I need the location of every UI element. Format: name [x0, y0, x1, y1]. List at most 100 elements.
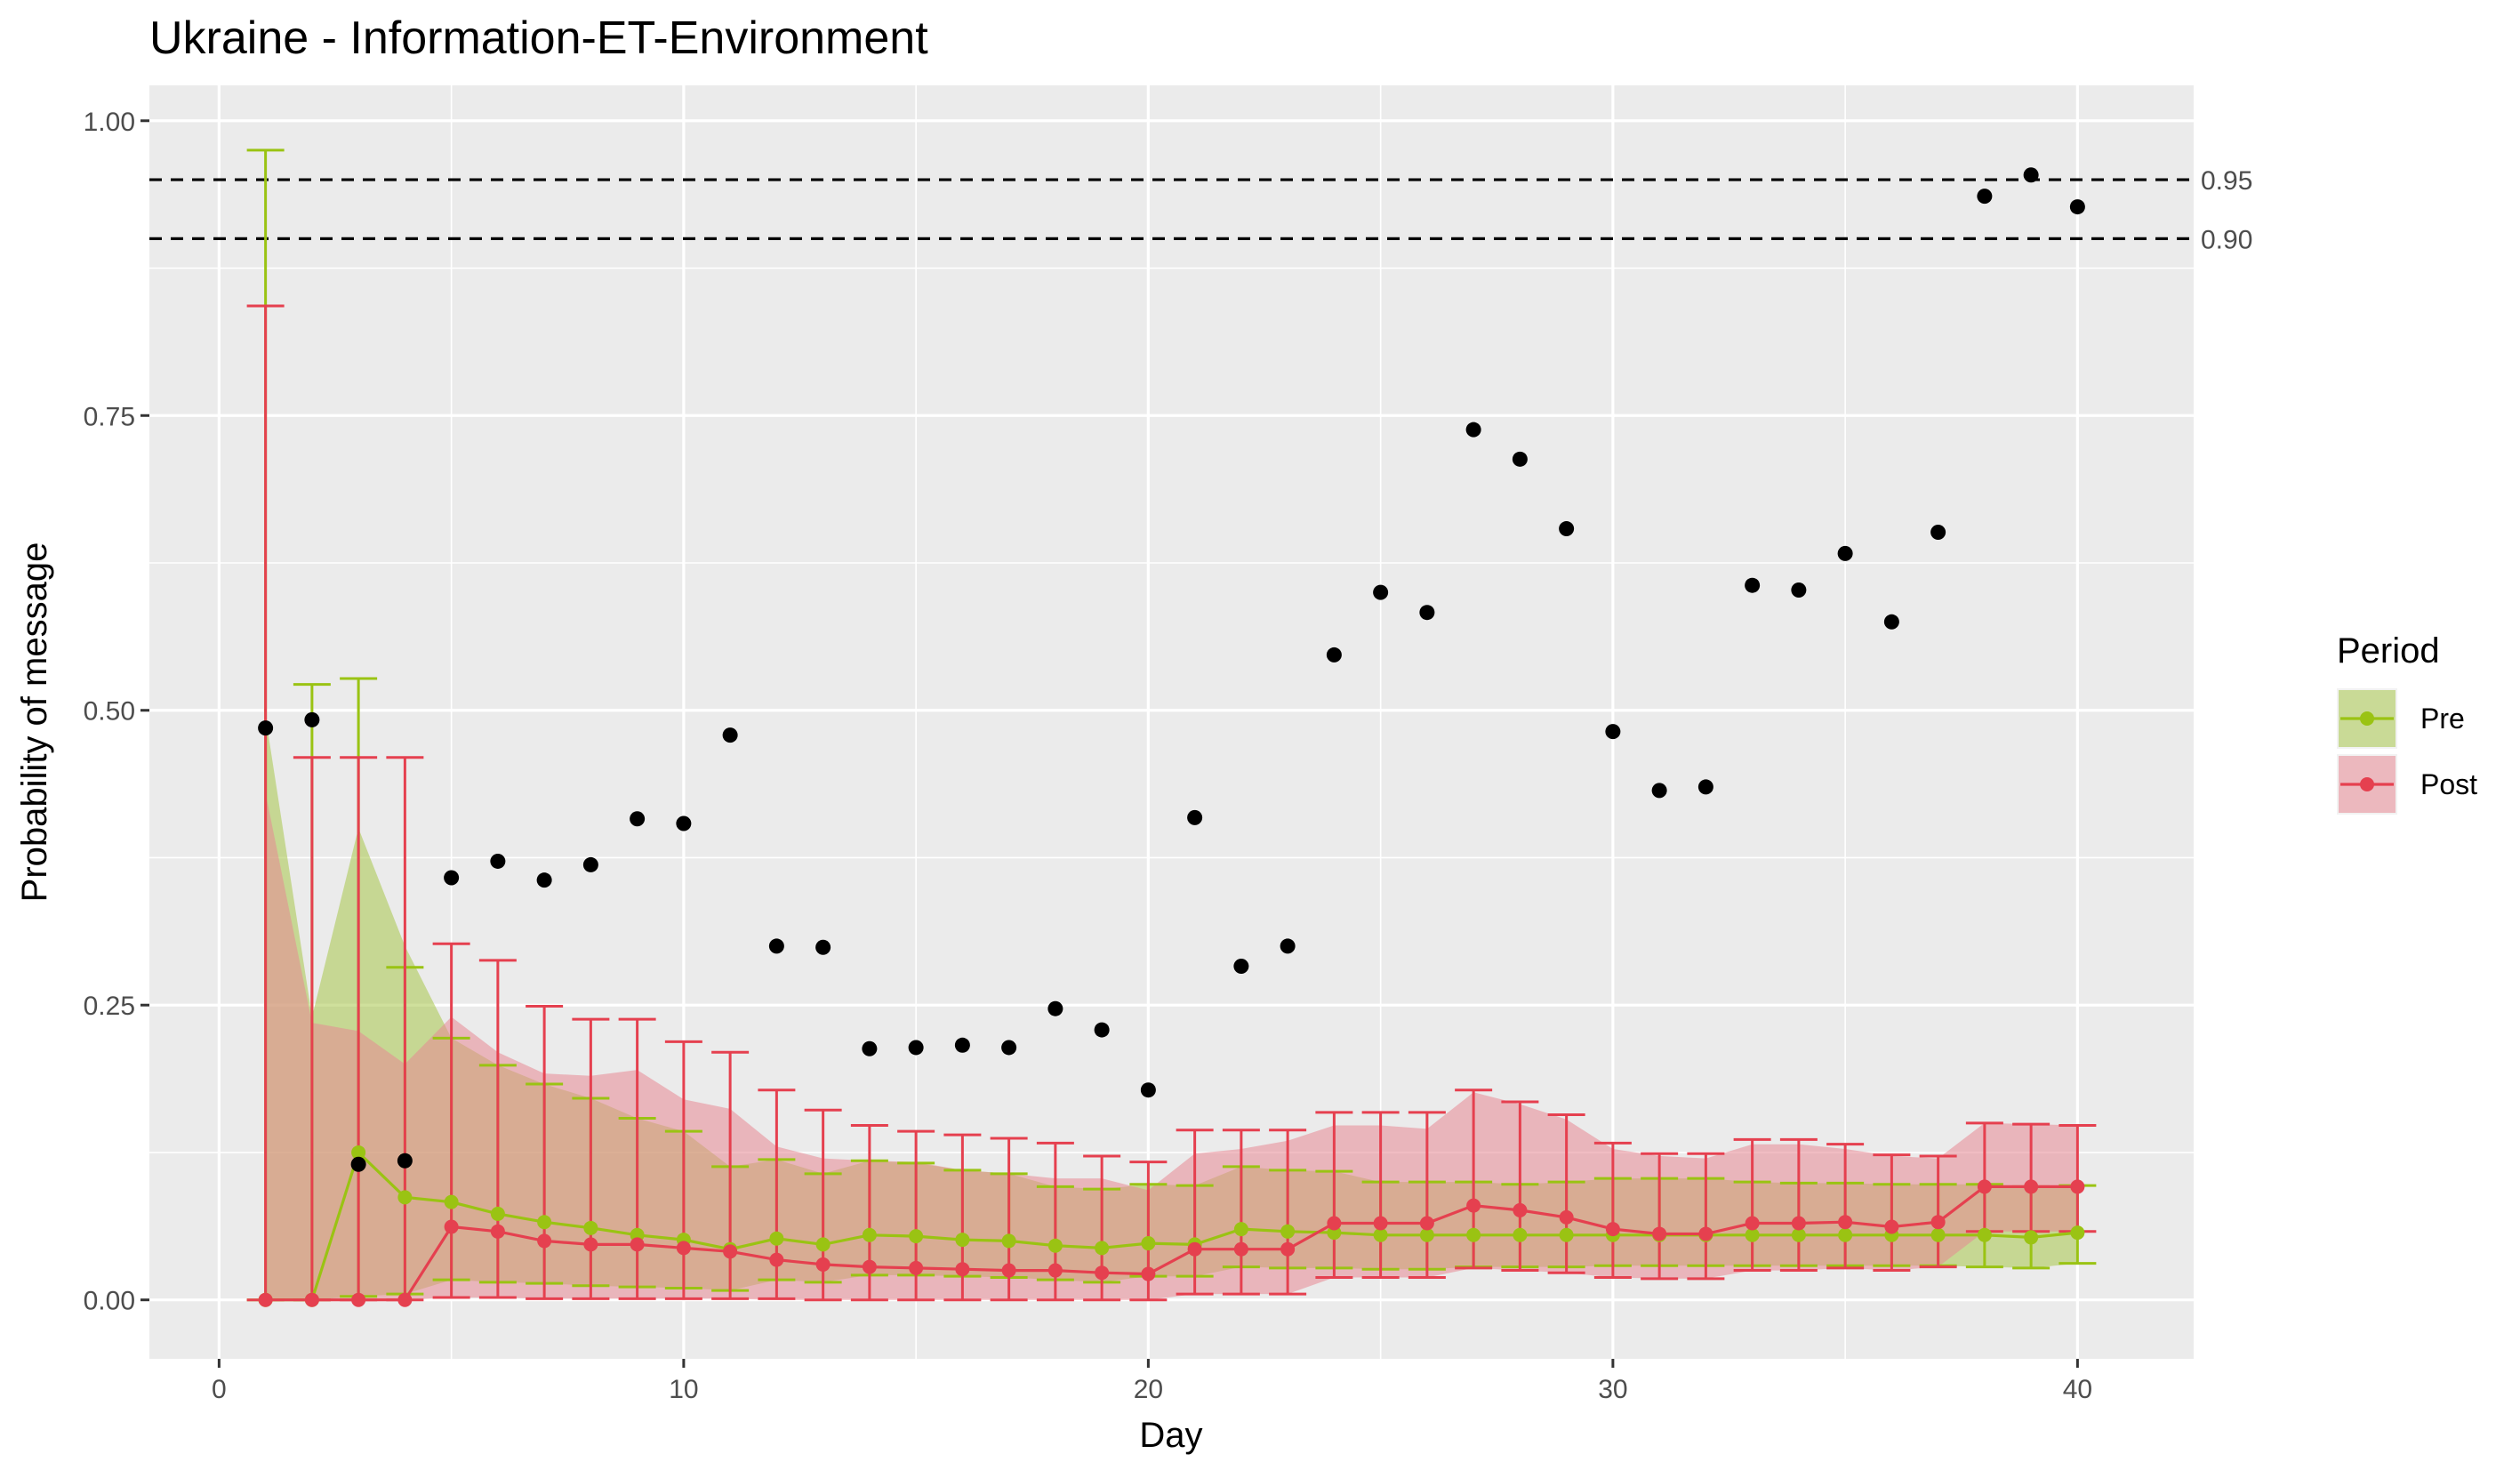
series-point-post	[351, 1292, 366, 1307]
observed-point	[1280, 938, 1296, 954]
observed-point	[258, 720, 274, 736]
x-tick-label: 0	[212, 1375, 227, 1404]
observed-point	[815, 939, 831, 955]
series-point-post	[1652, 1226, 1667, 1241]
series-point-pre	[1791, 1227, 1806, 1242]
legend-label-post: Post	[2420, 768, 2477, 800]
observed-point	[1233, 958, 1249, 974]
observed-point	[862, 1040, 878, 1056]
observed-point	[1883, 614, 1899, 630]
observed-point	[1651, 783, 1667, 799]
confidence-ribbons	[265, 716, 2078, 1300]
y-tick-label: 1.00	[84, 108, 135, 137]
series-point-post	[1791, 1216, 1806, 1231]
series-point-post	[1001, 1263, 1016, 1278]
x-tick-label: 20	[1134, 1375, 1163, 1404]
legend-key-point	[2360, 777, 2374, 791]
series-point-pre	[1930, 1227, 1946, 1242]
series-point-post	[1605, 1222, 1620, 1237]
series-point-post	[1745, 1216, 1760, 1231]
series-point-post	[490, 1224, 505, 1239]
y-tick-label: 0.75	[84, 402, 135, 431]
observed-point	[1001, 1040, 1017, 1056]
observed-point	[1419, 605, 1435, 621]
observed-point	[1977, 189, 1993, 205]
series-point-pre	[1559, 1227, 1574, 1242]
series-point-pre	[444, 1194, 459, 1209]
observed-point	[768, 938, 784, 954]
series-point-post	[723, 1244, 738, 1259]
series-point-post	[1419, 1216, 1434, 1231]
series-point-post	[1698, 1226, 1713, 1241]
series-point-post	[1559, 1209, 1574, 1225]
series-point-post	[258, 1292, 273, 1307]
reference-line-label: 0.95	[2201, 166, 2252, 196]
series-point-post	[1930, 1215, 1946, 1230]
series-point-post	[1280, 1241, 1296, 1257]
series-point-pre	[1280, 1224, 1296, 1239]
observed-point	[630, 811, 646, 827]
observed-point	[1791, 582, 1807, 598]
series-point-post	[1047, 1263, 1063, 1278]
observed-point	[1140, 1082, 1156, 1098]
series-point-pre	[769, 1231, 784, 1246]
series-point-post	[2070, 1179, 2085, 1194]
observed-point	[1697, 779, 1713, 795]
observed-point	[676, 815, 692, 831]
observed-point	[1930, 525, 1946, 541]
observed-point	[397, 1153, 413, 1169]
observed-point	[1837, 545, 1853, 561]
series-lines	[258, 1145, 2085, 1307]
y-tick-label: 0.50	[84, 697, 135, 727]
series-point-pre	[537, 1215, 552, 1230]
legend-key-point	[2360, 711, 2374, 726]
series-point-pre	[351, 1145, 366, 1160]
series-point-pre	[490, 1206, 505, 1221]
series-point-post	[1373, 1216, 1388, 1231]
observed-point	[1512, 451, 1528, 467]
y-tick-label: 0.25	[84, 992, 135, 1021]
series-line-post	[265, 1185, 2078, 1302]
observed-point	[1745, 577, 1761, 593]
observed-point	[722, 727, 738, 743]
series-point-post	[1327, 1216, 1342, 1231]
series-point-post	[1513, 1202, 1528, 1217]
observed-point	[490, 853, 506, 869]
observed-points	[258, 167, 2085, 1172]
series-point-post	[397, 1292, 413, 1307]
series-point-pre	[955, 1233, 970, 1248]
series-point-pre	[1513, 1227, 1528, 1242]
series-point-pre	[1745, 1227, 1760, 1242]
observed-point	[2023, 167, 2039, 183]
chart-title: Ukraine - Information-ET-Environment	[149, 12, 928, 64]
series-point-pre	[1373, 1227, 1388, 1242]
observed-point	[582, 856, 598, 872]
reference-lines: 0.95 0.90	[149, 166, 2252, 254]
observed-point	[1373, 584, 1389, 600]
series-point-post	[1095, 1265, 1110, 1281]
series-point-post	[955, 1262, 970, 1277]
legend-label-pre: Pre	[2420, 703, 2465, 735]
observed-point	[536, 872, 552, 888]
series-point-pre	[1466, 1227, 1481, 1242]
observed-point	[444, 870, 460, 886]
series-point-post	[769, 1252, 784, 1267]
series-point-pre	[583, 1220, 598, 1235]
legend-title: Period	[2337, 631, 2440, 671]
series-point-post	[1838, 1215, 1853, 1230]
series-point-post	[444, 1219, 459, 1234]
series-point-post	[583, 1237, 598, 1252]
x-axis-title: Day	[1139, 1416, 1202, 1455]
series-point-post	[862, 1259, 877, 1274]
series-point-post	[2024, 1179, 2039, 1194]
series-point-pre	[1047, 1238, 1063, 1253]
legend: Period Pre Post	[2337, 631, 2477, 815]
ribbon-post	[265, 792, 2078, 1300]
series-point-pre	[1977, 1227, 1992, 1242]
observed-point	[1187, 809, 1203, 825]
observed-point	[1326, 647, 1342, 663]
y-axis-title: Probability of message	[15, 542, 54, 903]
observed-point	[1465, 422, 1481, 438]
series-point-post	[1884, 1219, 1899, 1234]
